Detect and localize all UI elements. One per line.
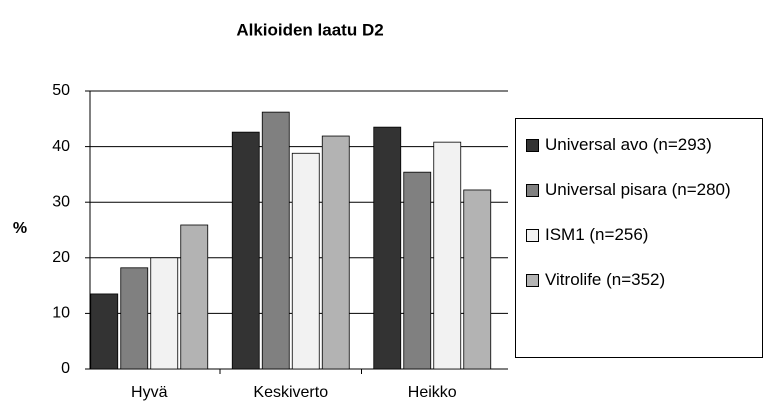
bar xyxy=(291,152,320,370)
legend-item: Universal avo (n=293) xyxy=(526,133,758,156)
y-tick-label: 40 xyxy=(52,138,70,155)
bar xyxy=(261,111,290,370)
bar xyxy=(150,257,179,370)
x-tick-label: Hyvä xyxy=(131,384,168,401)
bar xyxy=(403,171,432,370)
legend-swatch xyxy=(526,139,539,152)
legend-label: ISM1 (n=256) xyxy=(545,225,649,244)
x-tick-label: Heikko xyxy=(408,384,457,401)
bar xyxy=(373,126,402,370)
legend-swatch xyxy=(526,274,539,287)
legend-label: Universal avo (n=293) xyxy=(545,135,712,154)
bar xyxy=(90,293,119,370)
bar xyxy=(231,131,260,370)
y-tick-label: 20 xyxy=(52,249,70,266)
y-tick-label: 0 xyxy=(61,360,70,377)
legend: Universal avo (n=293) Universal pisara (n… xyxy=(515,118,763,358)
y-tick-label: 10 xyxy=(52,305,70,322)
legend-item: ISM1 (n=256) xyxy=(526,223,758,246)
bar xyxy=(463,189,492,370)
y-axis-label: % xyxy=(13,220,27,237)
legend-swatch xyxy=(526,229,539,242)
y-tick-label: 30 xyxy=(52,193,70,210)
legend-label: Universal pisara (n=280) xyxy=(545,180,731,199)
bar xyxy=(321,135,350,370)
legend-label: Vitrolife (n=352) xyxy=(545,270,666,289)
x-tick-label: Keskiverto xyxy=(253,384,328,401)
chart-title: Alkioiden laatu D2 xyxy=(236,20,383,39)
legend-item: Universal pisara (n=280) xyxy=(526,178,758,201)
legend-item: Vitrolife (n=352) xyxy=(526,268,758,291)
bar xyxy=(120,267,149,370)
bar xyxy=(180,224,209,370)
y-tick-label: 50 xyxy=(52,82,70,99)
legend-swatch xyxy=(526,184,539,197)
bar xyxy=(433,141,462,370)
